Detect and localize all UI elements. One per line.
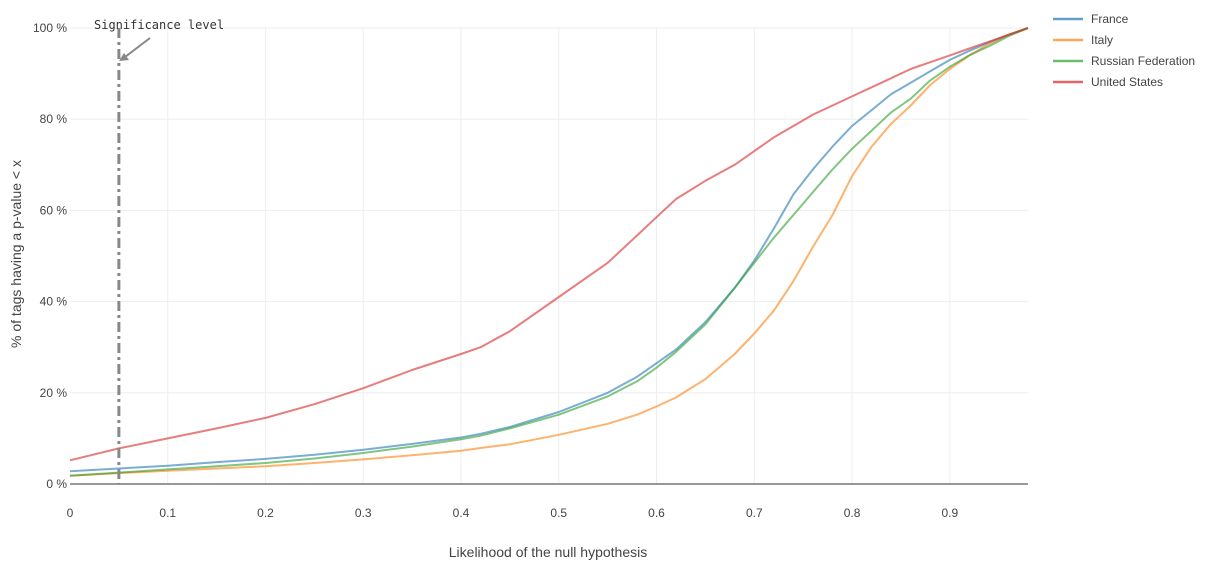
series-line-russian-federation bbox=[69, 27, 1029, 477]
legend-label: United States bbox=[1091, 75, 1163, 89]
x-tick-label: 0.2 bbox=[257, 506, 274, 520]
y-tick-label: 20 % bbox=[40, 386, 68, 400]
x-tick-label: 0.3 bbox=[355, 506, 372, 520]
y-tick-label: 0 % bbox=[46, 477, 67, 491]
grid bbox=[70, 27, 1028, 484]
legend-item[interactable]: Italy bbox=[1053, 33, 1113, 47]
x-tick-label: 0.1 bbox=[159, 506, 176, 520]
x-tick-label: 0 bbox=[67, 506, 74, 520]
legend-item[interactable]: Russian Federation bbox=[1053, 54, 1195, 68]
series-line-italy bbox=[69, 27, 1029, 477]
x-tick-label: 0.8 bbox=[844, 506, 861, 520]
annotation-arrow-shaft bbox=[124, 37, 151, 58]
legend: France Italy Russian Federation United Stat… bbox=[1053, 12, 1195, 89]
annotation-arrow-head bbox=[119, 53, 129, 61]
series-line-united-states bbox=[69, 27, 1029, 462]
y-tick-label: 40 % bbox=[40, 295, 68, 309]
x-axis-title: Likelihood of the null hypothesis bbox=[449, 544, 647, 560]
series-lines bbox=[69, 27, 1029, 477]
legend-label: Russian Federation bbox=[1091, 54, 1195, 68]
x-tick-label: 0.9 bbox=[941, 506, 958, 520]
x-tick-label: 0.4 bbox=[453, 506, 470, 520]
series-line-france bbox=[69, 27, 1029, 473]
x-tick-label: 0.6 bbox=[648, 506, 665, 520]
x-tick-label: 0.7 bbox=[746, 506, 763, 520]
annotation-label: Significance level bbox=[94, 18, 224, 32]
legend-label: Italy bbox=[1091, 33, 1113, 47]
y-tick-label: 100 % bbox=[33, 21, 67, 35]
significance-annotation: Significance level bbox=[94, 18, 224, 484]
legend-item[interactable]: United States bbox=[1053, 75, 1163, 89]
legend-item[interactable]: France bbox=[1053, 12, 1129, 26]
y-tick-label: 60 % bbox=[40, 203, 68, 217]
y-tick-label: 80 % bbox=[40, 112, 68, 126]
legend-label: France bbox=[1091, 12, 1129, 26]
axes: 0 % 20 % 40 % 60 % 80 % 100 % 0 0.1 0.2 0.3 0.4 0.5… bbox=[33, 21, 1028, 520]
x-tick-label: 0.5 bbox=[550, 506, 567, 520]
y-axis-title: % of tags having a p-value < x bbox=[8, 160, 24, 348]
